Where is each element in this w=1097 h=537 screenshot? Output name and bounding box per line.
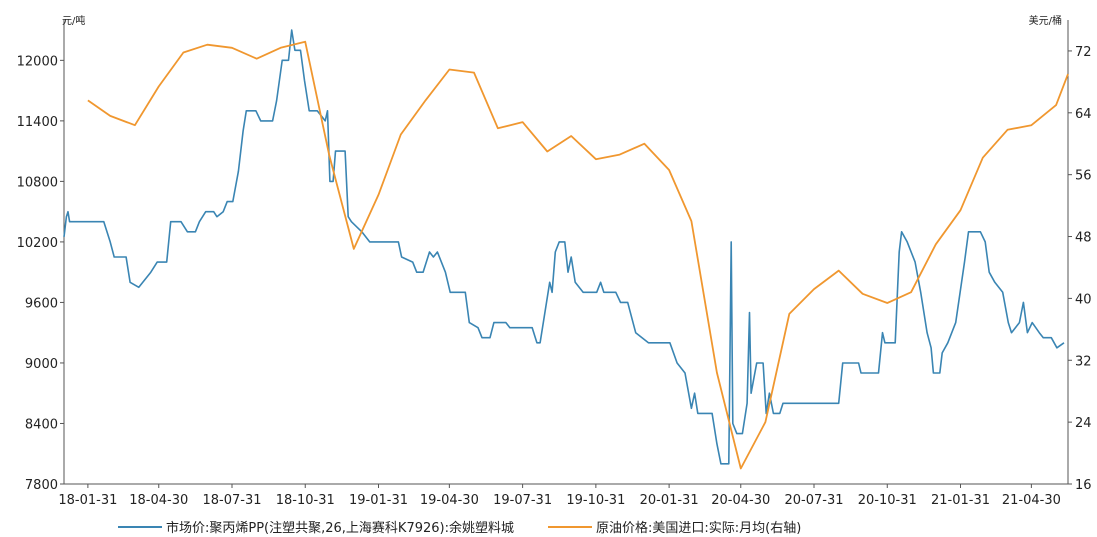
right-tick-label: 72	[1075, 45, 1092, 60]
right-tick-label: 48	[1075, 231, 1092, 246]
right-axis-unit: 美元/桶	[1029, 14, 1062, 27]
x-tick-label: 18-07-31	[202, 493, 261, 508]
x-tick-label: 19-10-31	[566, 493, 625, 508]
x-tick-label: 21-01-31	[931, 493, 990, 508]
left-tick-label: 9600	[25, 296, 58, 311]
right-tick-label: 24	[1075, 416, 1092, 431]
x-tick-label: 18-10-31	[276, 493, 335, 508]
x-tick-label: 20-10-31	[858, 493, 917, 508]
left-tick-label: 12000	[17, 54, 58, 69]
right-tick-label: 64	[1075, 107, 1092, 122]
x-tick-label: 18-04-30	[129, 493, 188, 508]
legend-label-crude: 原油价格:美国进口:实际:月均(右轴)	[596, 520, 801, 536]
left-tick-label: 10800	[17, 175, 58, 190]
chart-lines	[63, 29, 1069, 470]
left-tick-label: 8400	[25, 417, 58, 432]
left-tick-label: 10200	[17, 236, 58, 251]
right-tick-label: 32	[1075, 354, 1092, 369]
x-tick-label: 18-01-31	[58, 493, 117, 508]
right-tick-label: 56	[1075, 169, 1092, 184]
right-tick-label: 40	[1075, 292, 1092, 307]
left-tick-label: 7800	[25, 478, 58, 493]
x-tick-label: 20-01-31	[640, 493, 699, 508]
right-tick-label: 16	[1075, 478, 1092, 493]
x-tick-label: 19-04-30	[420, 493, 479, 508]
x-tick-label: 20-04-30	[711, 493, 770, 508]
legend: 市场价:聚丙烯PP(注塑共聚,26,上海赛科K7926):余姚塑料城 原油价格:…	[118, 520, 801, 536]
x-tick-label: 21-04-30	[1002, 493, 1061, 508]
left-tick-label: 11400	[17, 115, 58, 130]
x-tick-label: 19-01-31	[349, 493, 408, 508]
x-tick-label: 20-07-31	[785, 493, 844, 508]
series-line-crude-oil	[87, 40, 1069, 470]
series-line-pp-price	[63, 29, 1065, 465]
legend-label-pp: 市场价:聚丙烯PP(注塑共聚,26,上海赛科K7926):余姚塑料城	[166, 520, 514, 536]
chart-axes: 7800 8400 9000 9600 10200 10800 11400 12000 16 24…	[17, 20, 1092, 508]
left-tick-label: 9000	[25, 357, 58, 372]
x-tick-label: 19-07-31	[493, 493, 552, 508]
left-axis-unit: 元/吨	[62, 14, 85, 27]
